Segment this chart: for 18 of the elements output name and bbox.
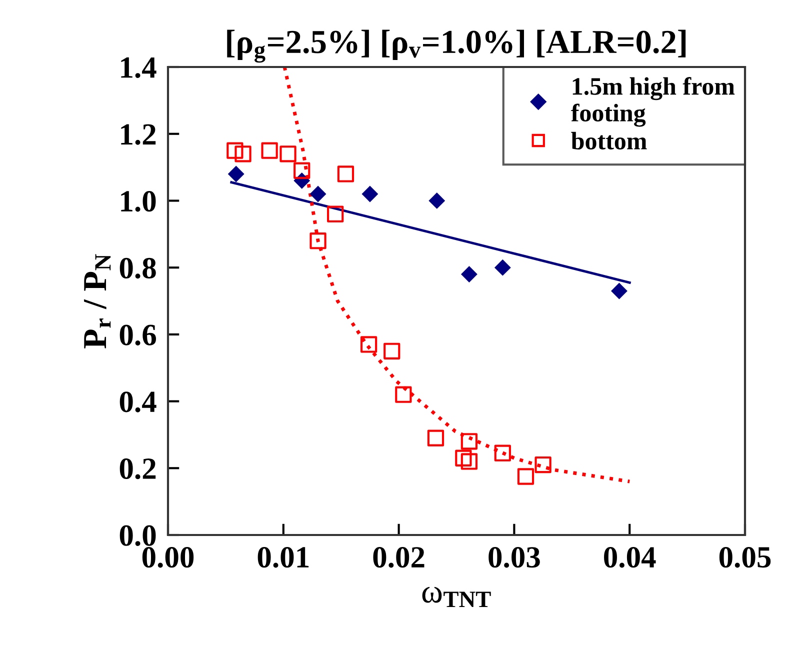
- x-tick-label: 0.03: [488, 546, 540, 568]
- chart-title: [ρ$_{g}$=2.5%] [ρ$_{v}$=1.0%] [ALR=0.2]: [227, 30, 686, 63]
- x-tick-label: 0.01: [258, 546, 309, 568]
- y-tick-label: 1.2: [121, 124, 156, 145]
- x-tick-label: 0.02: [373, 546, 424, 568]
- y-tick-label: 0.4: [120, 392, 156, 412]
- y-tick-label: 0.0: [120, 525, 156, 546]
- y-tick-label: 0.8: [120, 258, 156, 279]
- x-axis-title: ω$_{TNT}$: [422, 586, 491, 608]
- y-tick-label: 0.2: [120, 458, 156, 480]
- legend-label: bottom: [571, 132, 647, 150]
- y-tick-label: 0.6: [120, 324, 156, 346]
- x-tick-label: 0.05: [719, 546, 771, 568]
- x-tick-label: 0.00: [142, 546, 194, 568]
- y-tick-label: 1.4: [121, 57, 156, 78]
- y-tick-label: 1.0: [121, 190, 156, 212]
- y-axis-title: P$_{r}$ / P$_{N}$: [84, 254, 111, 348]
- x-tick-label: 0.04: [604, 546, 656, 568]
